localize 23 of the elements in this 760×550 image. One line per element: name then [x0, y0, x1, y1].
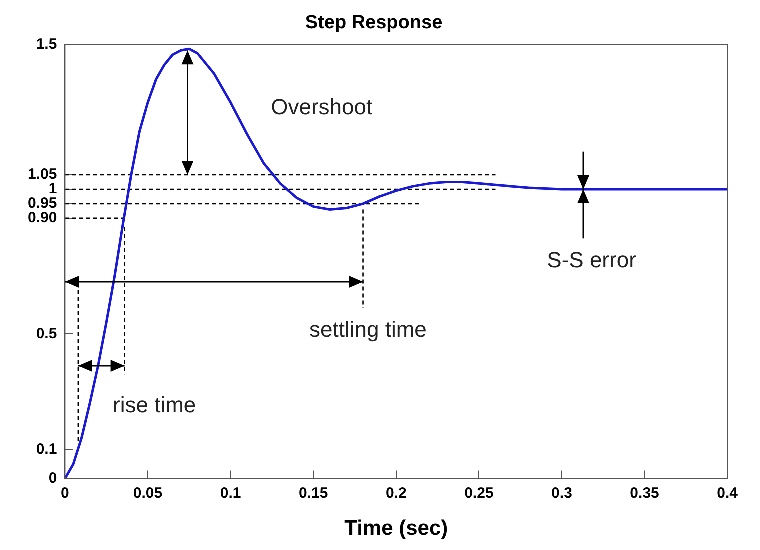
x-tick-label: 0.1 [220, 484, 242, 502]
x-tick-label: 0.35 [630, 484, 660, 502]
y-tick-label: 0.5 [36, 325, 58, 342]
x-axis-title: Time (sec) [344, 517, 448, 540]
x-tick-label: 0.25 [464, 484, 494, 502]
x-tick-label: 0.05 [133, 484, 163, 502]
x-tick-label: 0 [61, 484, 70, 502]
x-tick-label: 0.2 [386, 484, 407, 502]
x-tick-label: 0.15 [298, 484, 328, 502]
y-tick-label: 0.95 [28, 195, 58, 212]
y-tick-label: 1.05 [28, 166, 58, 184]
y-tick-label: 0 [48, 470, 58, 487]
annotation: S-S error [547, 248, 636, 273]
y-tick-label: 0.90 [28, 210, 58, 227]
annotation: rise time [113, 392, 196, 418]
y-tick-label: 1.5 [36, 36, 58, 53]
x-tick-label: 0.3 [552, 484, 572, 502]
x-tick-label: 0.4 [717, 484, 739, 502]
y-tick-label: 0.1 [36, 441, 58, 458]
chart-title: Step Response [305, 12, 443, 34]
y-tick-label: 1 [48, 180, 58, 198]
annotation: Overshoot [271, 94, 373, 120]
annotation: settling time [310, 317, 427, 342]
